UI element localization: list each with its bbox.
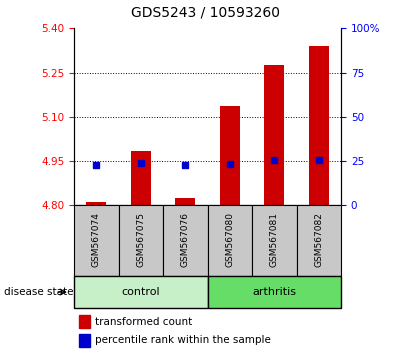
Bar	[131, 151, 151, 205]
Text: control: control	[122, 287, 160, 297]
Bar	[309, 46, 329, 205]
Bar	[208, 276, 341, 308]
Text: GDS5243 / 10593260: GDS5243 / 10593260	[131, 5, 280, 19]
Text: GSM567080: GSM567080	[225, 212, 234, 267]
Bar	[175, 198, 195, 205]
Text: disease state: disease state	[4, 287, 74, 297]
Text: GSM567074: GSM567074	[92, 212, 101, 267]
Text: GSM567075: GSM567075	[136, 212, 145, 267]
Bar	[79, 315, 90, 328]
Bar	[163, 205, 208, 276]
Bar	[252, 205, 297, 276]
Bar	[79, 334, 90, 347]
Bar	[220, 107, 240, 205]
Bar	[208, 205, 252, 276]
Bar	[297, 205, 341, 276]
Text: GSM567082: GSM567082	[314, 212, 323, 267]
Text: GSM567076: GSM567076	[181, 212, 190, 267]
Bar	[86, 202, 106, 205]
Text: arthritis: arthritis	[252, 287, 296, 297]
Bar	[74, 276, 208, 308]
Bar	[74, 205, 118, 276]
Text: GSM567081: GSM567081	[270, 212, 279, 267]
Bar	[118, 205, 163, 276]
Text: percentile rank within the sample: percentile rank within the sample	[95, 335, 271, 346]
Text: transformed count: transformed count	[95, 316, 193, 327]
Bar	[264, 65, 284, 205]
